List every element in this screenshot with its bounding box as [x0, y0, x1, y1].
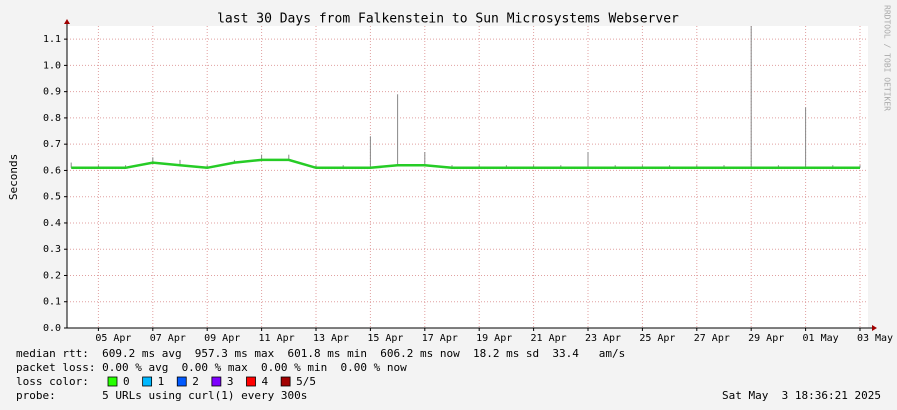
x-tick-label: 19 Apr: [476, 333, 512, 344]
loss-swatch: [142, 376, 153, 387]
x-tick-label: 15 Apr: [367, 333, 403, 344]
plot-area: [67, 26, 868, 328]
loss-swatch: [246, 376, 256, 387]
timestamp: Sat May 3 18:36:21 2025: [722, 389, 881, 402]
loss-label: loss color:: [16, 375, 89, 388]
x-tick-label: 21 Apr: [531, 333, 567, 344]
loss-color-label: 3: [227, 375, 234, 388]
y-tick-label: 0.7: [43, 139, 61, 150]
x-tick-label: 05 Apr: [95, 333, 131, 344]
y-tick-label: 0.1: [43, 297, 61, 308]
y-tick-label: 0.8: [43, 113, 61, 124]
x-tick-label: 03 May: [857, 333, 893, 344]
y-tick-label: 0.3: [43, 244, 61, 255]
x-tick-label: 07 Apr: [150, 333, 186, 344]
loss-color-label: 4: [262, 375, 269, 388]
y-tick-label: 1.0: [43, 60, 61, 71]
loss-color-label: 5/5: [296, 375, 316, 388]
x-tick-label: 17 Apr: [422, 333, 458, 344]
y-tick-label: 1.1: [43, 34, 61, 45]
stats-line: packet loss: 0.00 % avg 0.00 % max 0.00 …: [16, 361, 407, 374]
probe-info: probe: 5 URLs using curl(1) every 300s: [16, 389, 307, 402]
loss-swatch: [176, 376, 187, 387]
y-tick-label: 0.4: [43, 218, 61, 229]
x-tick-label: 11 Apr: [259, 333, 295, 344]
x-tick-label: 27 Apr: [694, 333, 730, 344]
y-tick-label: 0.6: [43, 165, 61, 176]
y-tick-label: 0.9: [43, 87, 61, 98]
chart-title: last 30 Days from Falkenstein to Sun Mic…: [217, 12, 679, 27]
stats-line: median rtt: 609.2 ms avg 957.3 ms max 60…: [16, 347, 625, 360]
loss-swatch: [107, 376, 118, 387]
loss-color-label: 2: [192, 375, 199, 388]
side-label: RRDTOOL / TOBI OETIKER: [883, 5, 892, 111]
loss-color-label: 0: [123, 375, 130, 388]
y-tick-label: 0.5: [43, 192, 61, 203]
loss-color-label: 1: [158, 375, 165, 388]
y-axis-arrow: [64, 19, 70, 24]
loss-swatch: [211, 376, 222, 387]
x-tick-label: 25 Apr: [639, 333, 675, 344]
x-tick-label: 01 May: [803, 333, 839, 344]
x-tick-label: 29 Apr: [748, 333, 784, 344]
x-tick-label: 13 Apr: [313, 333, 349, 344]
y-tick-label: 0.2: [43, 270, 61, 281]
x-tick-label: 23 Apr: [585, 333, 621, 344]
median-line: [71, 158, 860, 170]
x-tick-label: 09 Apr: [204, 333, 240, 344]
x-axis-arrow: [872, 325, 877, 331]
y-axis-label: Seconds: [7, 154, 20, 200]
loss-swatch: [280, 376, 291, 387]
y-tick-label: 0.0: [43, 323, 61, 334]
